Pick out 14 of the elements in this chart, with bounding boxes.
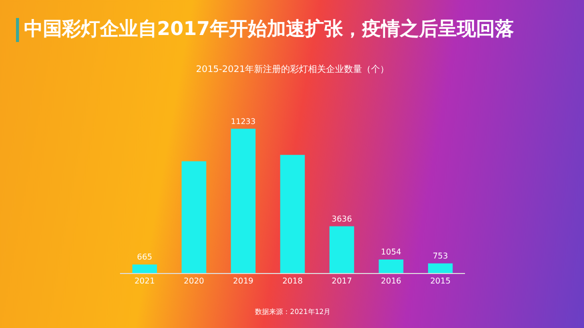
chart-title: 中国彩灯企业自2017年开始加速扩张，疫情之后呈现回落	[24, 17, 514, 42]
chart-subtitle: 2015-2021年新注册的彩灯相关企业数量（个）	[196, 64, 390, 75]
x-tick-label: 2019	[233, 276, 254, 286]
data-label: 11233	[230, 116, 256, 126]
x-tick-label: 2017	[332, 276, 352, 286]
data-label: 3636	[332, 214, 352, 224]
x-tick-label: 2016	[380, 276, 402, 286]
x-tick-label: 2018	[282, 276, 303, 286]
data-label: 1054	[380, 247, 402, 256]
data-label: 753	[432, 251, 448, 260]
data-label: 665	[137, 252, 152, 262]
x-tick-label: 2020	[184, 276, 204, 286]
x-tick-label: 2015	[430, 276, 451, 286]
x-tick-label: 2021	[134, 276, 155, 286]
